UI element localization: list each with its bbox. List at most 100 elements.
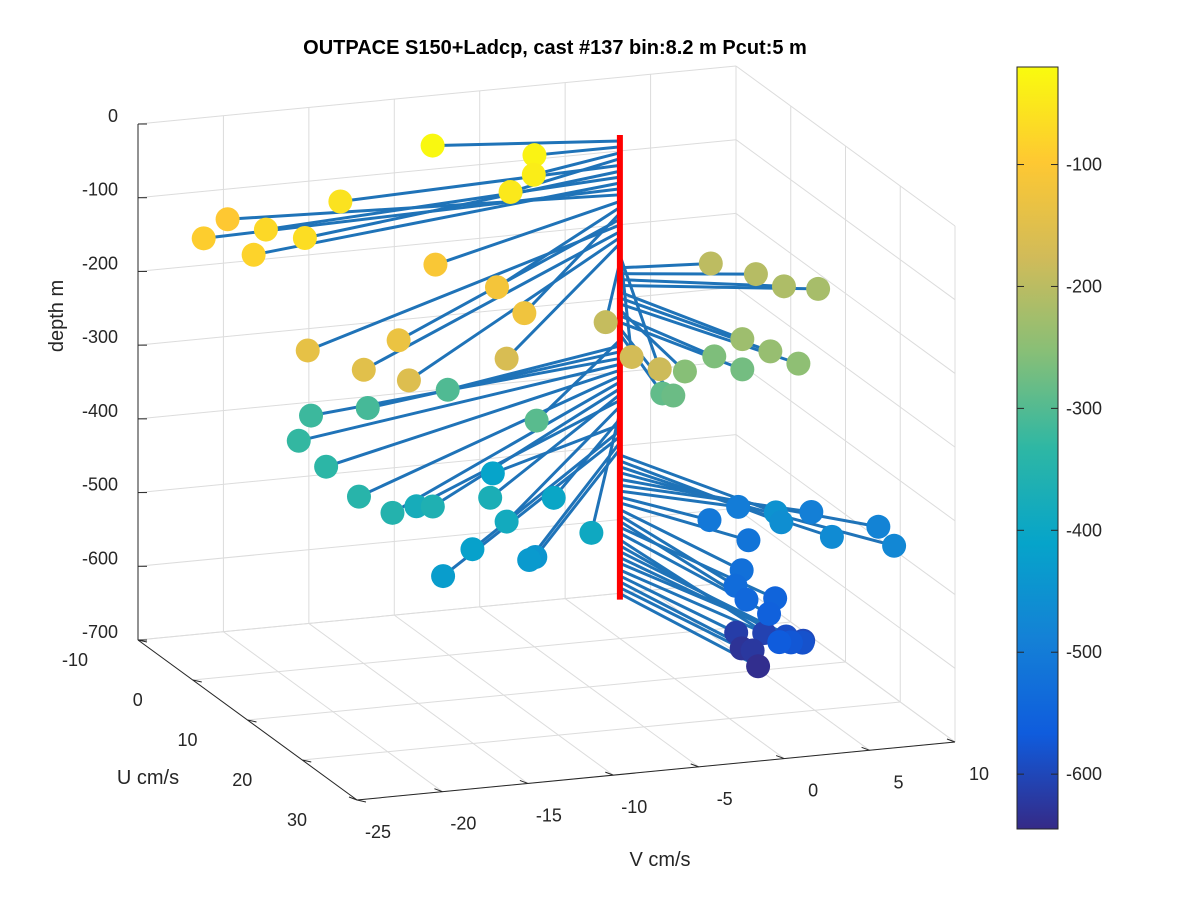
velocity-point [431,564,456,589]
u-tick-mark [192,679,202,683]
velocity-point [882,533,907,558]
u-tick-label: 10 [177,730,197,750]
velocity-stick [491,423,622,475]
velocity-point [806,276,831,301]
grid-line [137,286,737,346]
velocity-point [295,338,320,363]
velocity-point [494,509,519,534]
grid-line [735,65,956,227]
velocity-point [396,368,421,393]
velocity-stick [357,374,622,499]
z-tick-label: 0 [108,106,118,126]
velocity-point [480,461,505,486]
velocity-point [672,359,697,384]
velocity-point [522,143,547,168]
velocity-point [512,301,537,326]
velocity-point [420,494,445,519]
velocity-stick [618,513,738,588]
v-tick-label: 5 [894,772,904,792]
u-tick-mark [137,639,148,643]
velocity-point [328,189,353,214]
velocity-stick [226,193,622,221]
u-tick-label: 20 [232,770,252,790]
grid-line [735,360,956,522]
velocity-point [494,346,519,371]
velocity-point [524,408,549,433]
z-tick-label: -500 [82,475,118,495]
velocity-point [423,252,448,277]
velocity-stick [618,314,716,358]
grid-line [735,434,956,595]
grid-line [137,434,737,494]
u-tick-mark [247,719,257,723]
velocity-stick [618,495,711,522]
z-tick-label: -200 [82,253,118,273]
v-tick-mark [348,796,358,801]
velocity-point [746,654,771,679]
velocity-point [769,510,794,535]
velocity-point [521,162,546,187]
colorbar-ticks: -100 -200 -300 -400 -500 -600 [1017,155,1102,784]
grid-line [735,139,956,301]
velocity-point [771,274,796,299]
grid-line [247,661,846,721]
colorbar-tick-label: -500 [1066,642,1102,662]
velocity-stick [532,145,622,157]
velocity-point [726,494,751,519]
velocity-stick [509,157,622,194]
velocity-stick [618,290,744,341]
chart-title: OUTPACE S150+Ladcp, cast #137 bin:8.2 m … [303,37,807,59]
velocity-point [478,485,503,510]
velocity-point [314,454,339,479]
grid-line [137,581,737,641]
velocity-stick [390,380,622,515]
grid-line [735,213,956,374]
velocity-stick [618,525,777,600]
z-tick-label: -100 [82,180,118,200]
velocity-stick [618,471,896,548]
velocity-stick [414,398,622,508]
v-axis-label: V cm/s [629,849,690,871]
velocity-point [191,226,216,251]
velocity-stick [505,404,622,524]
velocity-stick [297,362,622,443]
velocity-point [647,357,672,382]
velocity-point [517,548,542,573]
velocity-stick [505,241,622,361]
z-tick-label: -300 [82,327,118,347]
velocity-point [661,383,686,408]
v-tick-label: -10 [621,797,647,817]
velocity-point [460,537,485,562]
velocity-point [758,339,783,364]
velocity-point [734,587,759,612]
grid-line [137,65,737,125]
velocity-point [736,528,761,553]
velocity-point [593,310,618,335]
v-tick-mark [434,788,443,793]
velocity-point [541,485,566,510]
velocity-point [346,484,371,509]
grid-line [735,507,956,669]
colorbar-tick-label: -300 [1066,398,1102,418]
velocity-point [698,251,723,276]
v-tick-mark [605,771,614,776]
v-tick-label: -20 [450,814,476,834]
u-axis-label: U cm/s [117,767,179,789]
velocity-point [484,275,509,300]
v-tick-label: -5 [717,789,733,809]
v-tick-label: 10 [969,764,989,784]
velocity-stick [618,262,713,270]
velocity-point [380,500,405,525]
v-axis-line [356,741,956,801]
velocity-stick [589,410,622,535]
colorbar-tick-label: -200 [1066,276,1102,296]
velocity-stick [338,163,622,203]
colorbar-tick-label: -400 [1066,520,1102,540]
velocity-point [786,351,811,376]
velocity-point [215,207,240,232]
colorbar-tick-label: -600 [1066,764,1102,784]
u-tick-mark [302,759,312,763]
v-tick-mark [775,755,785,760]
grid-line [192,621,791,681]
velocity-point [767,630,792,655]
